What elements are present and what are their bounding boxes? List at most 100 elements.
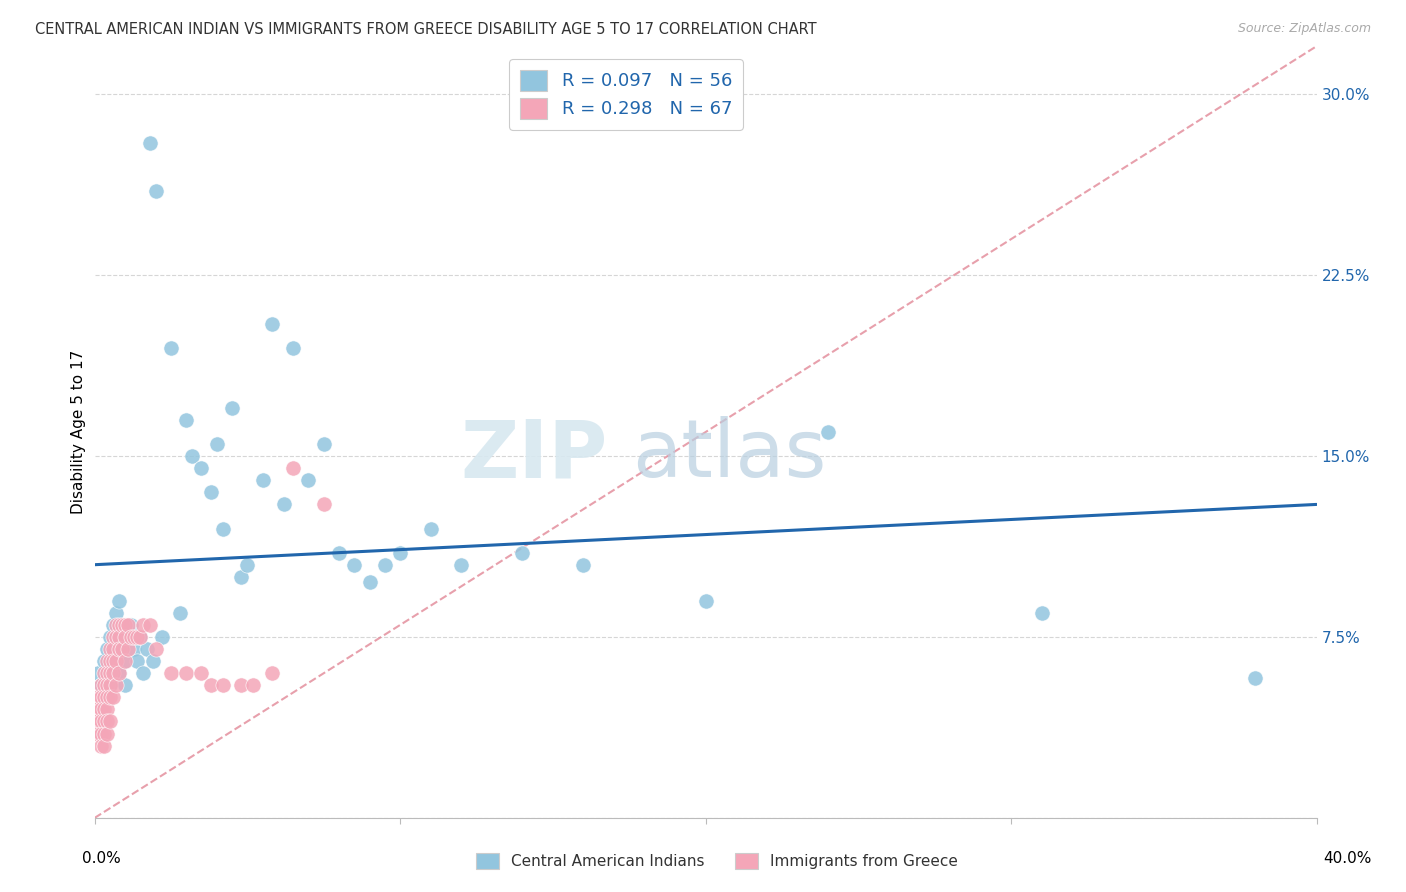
Point: [114, 618, 136, 632]
Point: [242, 678, 264, 692]
Point: [174, 666, 197, 681]
Point: [174, 413, 197, 427]
Point: [93, 678, 115, 692]
Point: [117, 642, 139, 657]
Point: [96, 690, 118, 705]
Point: [138, 136, 160, 150]
Point: [132, 618, 155, 632]
Point: [93, 702, 115, 716]
Point: [98, 690, 121, 705]
Point: [90, 702, 112, 716]
Point: [297, 473, 319, 487]
Point: [510, 546, 533, 560]
Point: [96, 642, 118, 657]
Point: [98, 678, 121, 692]
Point: [86, 726, 108, 740]
Point: [281, 461, 304, 475]
Point: [117, 630, 139, 644]
Point: [1244, 671, 1267, 685]
Point: [117, 618, 139, 632]
Text: ZIP: ZIP: [461, 417, 607, 494]
Point: [190, 461, 212, 475]
Point: [114, 678, 136, 692]
Text: CENTRAL AMERICAN INDIAN VS IMMIGRANTS FROM GREECE DISABILITY AGE 5 TO 17 CORRELA: CENTRAL AMERICAN INDIAN VS IMMIGRANTS FR…: [35, 22, 817, 37]
Point: [450, 558, 472, 572]
Point: [695, 594, 717, 608]
Point: [93, 714, 115, 729]
Point: [200, 485, 222, 500]
Point: [90, 739, 112, 753]
Point: [104, 618, 127, 632]
Point: [181, 449, 204, 463]
Point: [96, 702, 118, 716]
Point: [93, 654, 115, 668]
Point: [359, 574, 381, 589]
Point: [132, 666, 155, 681]
Point: [86, 690, 108, 705]
Point: [101, 666, 124, 681]
Point: [111, 642, 134, 657]
Point: [104, 606, 127, 620]
Point: [190, 666, 212, 681]
Point: [90, 726, 112, 740]
Point: [129, 630, 152, 644]
Point: [93, 690, 115, 705]
Point: [98, 654, 121, 668]
Point: [96, 678, 118, 692]
Legend: R = 0.097   N = 56, R = 0.298   N = 67: R = 0.097 N = 56, R = 0.298 N = 67: [509, 59, 742, 129]
Point: [90, 690, 112, 705]
Point: [108, 618, 131, 632]
Point: [114, 630, 136, 644]
Point: [101, 690, 124, 705]
Point: [104, 630, 127, 644]
Point: [108, 630, 131, 644]
Point: [160, 666, 183, 681]
Point: [252, 473, 274, 487]
Point: [312, 437, 335, 451]
Point: [93, 666, 115, 681]
Point: [111, 642, 134, 657]
Point: [93, 739, 115, 753]
Point: [205, 437, 228, 451]
Text: Source: ZipAtlas.com: Source: ZipAtlas.com: [1237, 22, 1371, 36]
Y-axis label: Disability Age 5 to 17: Disability Age 5 to 17: [72, 350, 86, 514]
Text: 0.0%: 0.0%: [82, 852, 121, 866]
Point: [169, 606, 191, 620]
Point: [138, 618, 160, 632]
Point: [212, 522, 235, 536]
Text: atlas: atlas: [633, 417, 827, 494]
Point: [281, 341, 304, 355]
Point: [120, 630, 142, 644]
Point: [104, 678, 127, 692]
Point: [120, 618, 142, 632]
Point: [96, 714, 118, 729]
Point: [135, 642, 157, 657]
Point: [212, 678, 235, 692]
Point: [111, 618, 134, 632]
Point: [104, 654, 127, 668]
Point: [96, 666, 118, 681]
Point: [90, 714, 112, 729]
Point: [98, 678, 121, 692]
Point: [328, 546, 350, 560]
Point: [104, 630, 127, 644]
Point: [145, 642, 167, 657]
Point: [86, 702, 108, 716]
Point: [101, 642, 124, 657]
Point: [108, 642, 131, 657]
Point: [145, 184, 167, 198]
Legend: Central American Indians, Immigrants from Greece: Central American Indians, Immigrants fro…: [470, 847, 965, 875]
Point: [129, 630, 152, 644]
Point: [90, 678, 112, 692]
Point: [86, 714, 108, 729]
Point: [101, 654, 124, 668]
Point: [142, 654, 165, 668]
Point: [114, 654, 136, 668]
Point: [260, 317, 283, 331]
Point: [221, 401, 243, 415]
Point: [90, 678, 112, 692]
Point: [273, 497, 295, 511]
Point: [98, 630, 121, 644]
Point: [96, 654, 118, 668]
Point: [101, 630, 124, 644]
